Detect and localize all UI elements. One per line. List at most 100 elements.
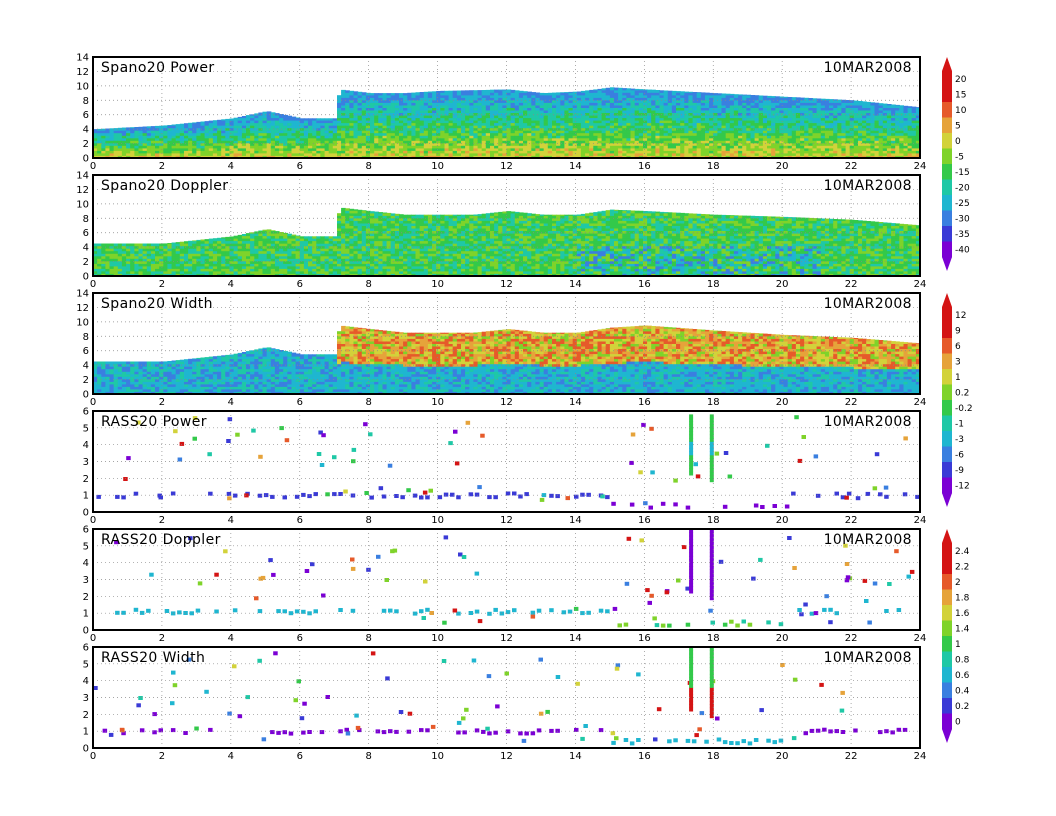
heatmap-cell [171, 263, 177, 267]
heatmap-cell [638, 145, 644, 149]
heatmap-cell [870, 147, 876, 151]
heatmap-cell [746, 112, 751, 116]
heatmap-cell [126, 147, 131, 151]
heatmap-cell [299, 120, 305, 124]
heatmap-cell [572, 125, 578, 129]
heatmap-cell [539, 147, 545, 151]
heatmap-cell [589, 107, 594, 111]
heatmap-cell [229, 142, 235, 146]
heatmap-cell [192, 137, 197, 141]
heatmap-cell [390, 97, 396, 101]
heatmap-cell [853, 150, 859, 154]
heatmap-cell [878, 107, 884, 111]
heatmap-cell [886, 107, 892, 111]
heatmap-cell [580, 147, 586, 151]
heatmap-cell [552, 142, 557, 146]
heatmap-cell [448, 127, 454, 131]
heatmap-cell [568, 127, 574, 131]
heatmap-cell [609, 99, 615, 103]
heatmap-cell [510, 92, 516, 96]
heatmap-cell [647, 137, 652, 141]
heatmap-cell [622, 107, 627, 111]
heatmap-cell [527, 102, 532, 106]
heatmap-cell [105, 132, 111, 136]
heatmap-cell [341, 137, 346, 141]
heatmap-cell [882, 137, 888, 141]
heatmap-cell [175, 130, 181, 134]
heatmap-cell [729, 152, 735, 156]
heatmap-cell [498, 127, 503, 131]
heatmap-cell [353, 102, 359, 106]
heatmap-cell [254, 137, 259, 141]
heatmap-cell [758, 142, 764, 146]
heatmap-cell [419, 115, 425, 119]
heatmap-cell [771, 130, 776, 134]
heatmap-cell [374, 94, 379, 98]
heatmap-cell [659, 137, 665, 141]
heatmap-cell [386, 115, 392, 119]
heatmap-cell [725, 150, 731, 154]
heatmap-cell [601, 97, 607, 101]
heatmap-cell [580, 142, 586, 146]
heatmap-cell [303, 118, 309, 121]
heatmap-cell [246, 115, 251, 119]
heatmap-cell [514, 92, 520, 96]
heatmap-cell [597, 127, 603, 131]
heatmap-cell [721, 107, 727, 111]
heatmap-cell [341, 120, 346, 124]
heatmap-cell [647, 130, 652, 134]
heatmap-cell [212, 147, 218, 151]
heatmap-cell [576, 122, 582, 126]
heatmap-cell [469, 105, 474, 108]
heatmap-cell [473, 94, 479, 98]
heatmap-cell [403, 132, 408, 136]
heatmap-cell [514, 122, 520, 126]
heatmap-cell [597, 130, 603, 134]
heatmap-cell [481, 127, 487, 131]
heatmap-cell [374, 142, 379, 146]
heatmap-cell [241, 135, 247, 139]
heatmap-cell [411, 107, 417, 111]
heatmap-cell [552, 92, 557, 96]
heatmap-cell [816, 107, 822, 111]
heatmap-cell [601, 152, 607, 156]
heatmap-cell [490, 89, 495, 91]
heatmap-cell [535, 135, 541, 139]
heatmap-cell [200, 130, 206, 134]
heatmap-cell [808, 110, 814, 113]
heatmap-cell [746, 145, 751, 149]
heatmap-cell [378, 130, 383, 134]
heatmap-cell [217, 152, 222, 156]
heatmap-cell [882, 117, 888, 121]
heatmap-cell [746, 150, 751, 154]
heatmap-cell [283, 115, 288, 119]
heatmap-cell [337, 105, 342, 108]
heatmap-cell [415, 147, 421, 151]
heatmap-cell [473, 127, 479, 131]
heatmap-cell [126, 145, 131, 149]
heatmap-cell [341, 107, 346, 111]
heatmap-cell [423, 140, 429, 144]
heatmap-cell [494, 105, 499, 108]
heatmap-cell [729, 93, 735, 96]
heatmap-cell [593, 147, 598, 151]
heatmap-cell [117, 145, 123, 149]
heatmap-cell [221, 152, 226, 156]
heatmap-cell [614, 125, 619, 129]
heatmap-cell [568, 94, 574, 98]
heatmap-cell [767, 102, 772, 106]
heatmap-cell [688, 102, 694, 106]
heatmap-cell [196, 268, 202, 272]
heatmap-cell [709, 150, 714, 154]
heatmap-cell [622, 142, 627, 146]
heatmap-cell [283, 152, 288, 156]
heatmap-cell [506, 102, 512, 106]
heatmap-cell [171, 250, 177, 254]
heatmap-cell [225, 125, 230, 129]
heatmap-cell [585, 112, 590, 116]
heatmap-cell [630, 102, 636, 106]
heatmap-cell [192, 240, 197, 242]
heatmap-cell [676, 142, 681, 146]
heatmap-cell [858, 137, 863, 141]
heatmap-cell [241, 127, 247, 131]
